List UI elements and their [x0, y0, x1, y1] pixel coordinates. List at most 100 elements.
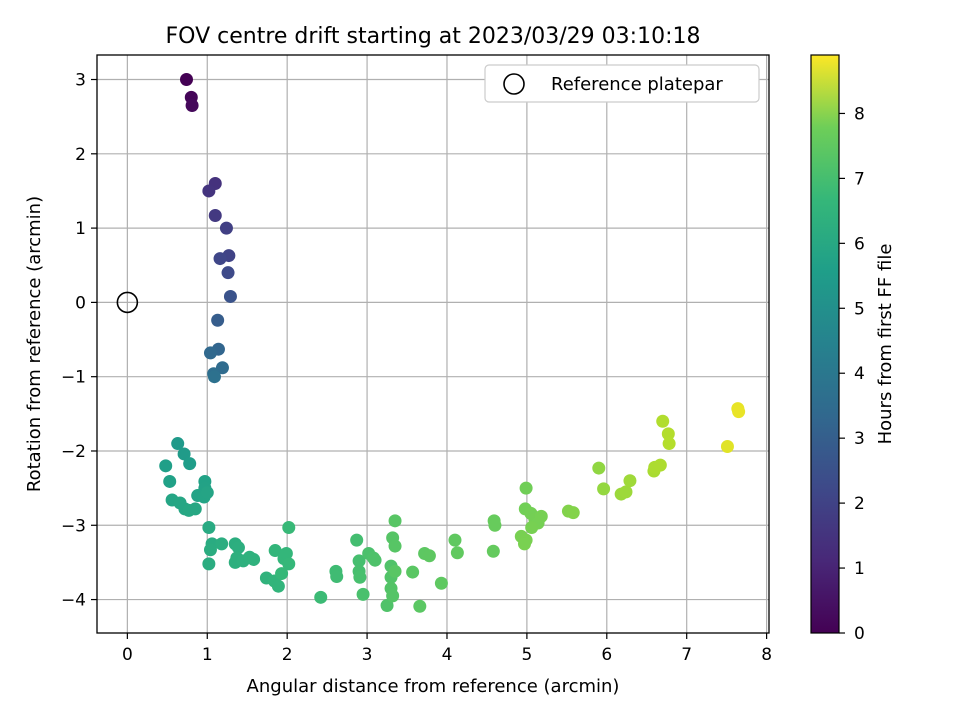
data-point [185, 99, 199, 113]
data-point [279, 547, 293, 561]
legend: Reference platepar [484, 64, 760, 103]
data-point [282, 521, 296, 535]
data-point [534, 509, 548, 523]
data-point [247, 552, 261, 566]
chart-title: FOV centre drift starting at 2023/03/29 … [166, 24, 701, 49]
data-point [171, 437, 185, 451]
colorbar-tick-label: 4 [854, 364, 865, 384]
data-point [592, 461, 606, 475]
colorbar-tick-label: 1 [854, 559, 865, 579]
data-point [159, 459, 173, 473]
data-point [350, 533, 364, 547]
data-point [388, 514, 402, 528]
data-point [179, 73, 193, 87]
x-tick-label: 4 [442, 645, 453, 665]
x-tick-label: 7 [681, 645, 692, 665]
data-point [211, 313, 225, 327]
data-point [353, 570, 367, 584]
colorbar-tick-label: 2 [854, 494, 865, 514]
data-point [448, 533, 462, 547]
data-point [202, 184, 216, 198]
data-point [656, 414, 670, 428]
data-point [188, 502, 202, 516]
colorbar: 0 1 2 3 4 5 6 7 8 Hours from first FF file [810, 54, 896, 644]
data-point [732, 405, 746, 419]
data-point [221, 266, 235, 280]
data-point [219, 221, 233, 235]
y-axis-label: Rotation from reference (arcmin) [24, 196, 45, 492]
data-point [619, 485, 633, 499]
data-point [231, 541, 245, 555]
x-tick-label: 5 [521, 645, 532, 665]
data-point [388, 539, 402, 553]
y-tick-label: 3 [75, 71, 86, 91]
x-axis-ticks: 0 1 2 3 4 5 6 7 8 [122, 633, 772, 665]
data-point [519, 481, 533, 495]
data-point [386, 589, 400, 603]
data-point [352, 554, 366, 568]
colorbar-gradient [810, 54, 840, 634]
grid-lines [97, 55, 769, 633]
x-tick-label: 6 [601, 645, 612, 665]
data-point [368, 553, 382, 567]
x-tick-label: 1 [202, 645, 213, 665]
data-point [434, 576, 448, 590]
data-point [517, 537, 531, 551]
data-point [422, 549, 436, 563]
colorbar-label: Hours from first FF file [875, 244, 896, 445]
data-point [213, 252, 227, 266]
data-point [215, 537, 229, 551]
x-axis-label: Angular distance from reference (arcmin) [247, 676, 620, 697]
legend-marker-icon [503, 73, 525, 95]
data-point [525, 521, 539, 535]
data-point [597, 482, 611, 496]
data-point [388, 564, 402, 578]
legend-label: Reference platepar [551, 74, 723, 95]
data-point [202, 557, 216, 571]
data-point [203, 543, 217, 557]
reference-marker [116, 291, 139, 314]
data-point [653, 458, 667, 472]
y-tick-label: 0 [75, 293, 86, 313]
x-tick-label: 8 [761, 645, 772, 665]
data-point [330, 570, 344, 584]
colorbar-tick-label: 6 [854, 234, 865, 254]
data-point [314, 590, 328, 604]
data-point [268, 544, 282, 558]
data-point [183, 457, 197, 471]
data-point [203, 346, 217, 360]
y-tick-label: 1 [75, 219, 86, 239]
data-point [207, 370, 221, 384]
y-tick-label: 2 [75, 145, 86, 165]
data-point [661, 427, 675, 441]
y-tick-label: −2 [61, 442, 86, 462]
data-point [202, 521, 216, 535]
colorbar-tick-label: 7 [854, 169, 865, 189]
colorbar-ticks: 0 1 2 3 4 5 6 7 8 [839, 104, 865, 644]
data-point [163, 474, 177, 488]
data-point [223, 289, 237, 303]
colorbar-tick-label: 5 [854, 299, 865, 319]
data-point [271, 579, 285, 593]
plot-frame [96, 54, 770, 634]
y-tick-label: −1 [61, 368, 86, 388]
data-point [488, 518, 502, 532]
y-axis-ticks: −4 −3 −2 −1 0 1 2 3 [61, 71, 97, 611]
x-tick-label: 3 [362, 645, 373, 665]
colorbar-tick-label: 0 [854, 624, 865, 644]
data-point [380, 599, 394, 613]
data-point [450, 546, 464, 560]
x-tick-label: 0 [122, 645, 133, 665]
data-point [282, 557, 296, 571]
y-tick-label: −4 [61, 591, 86, 611]
data-point [662, 437, 676, 451]
data-points [159, 73, 746, 613]
y-tick-label: −3 [61, 516, 86, 536]
data-point [623, 474, 637, 488]
data-point [406, 565, 420, 579]
data-point [486, 544, 500, 558]
legend-box [484, 64, 760, 103]
x-tick-label: 2 [282, 645, 293, 665]
colorbar-tick-label: 3 [854, 429, 865, 449]
